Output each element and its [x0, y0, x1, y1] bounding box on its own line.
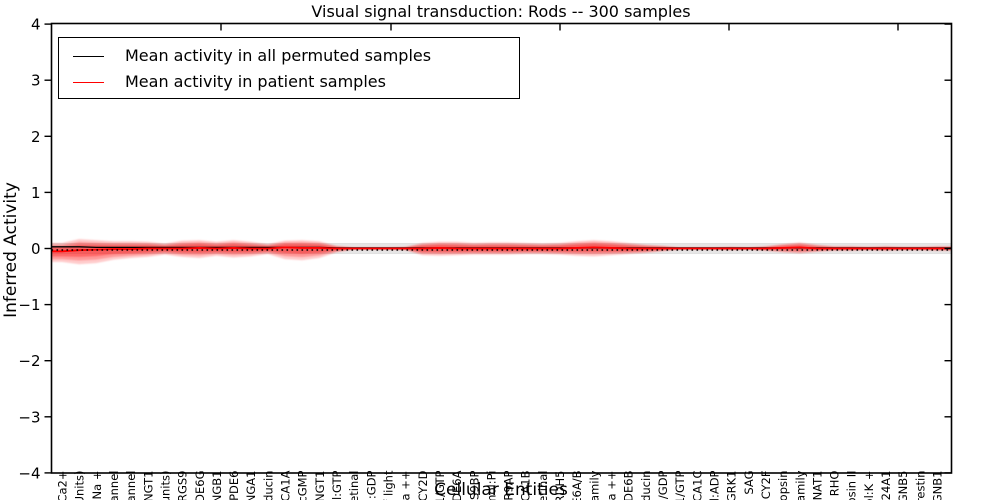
y-axis-label: Inferred Activity — [1, 182, 21, 318]
x-tick-label: absorption of light — [381, 470, 395, 500]
x-tick-label: GNAT1/GTP — [673, 470, 687, 500]
x-tick-label: PDE6A — [450, 470, 464, 500]
x-tick-label: mol:all-trans-retinal — [347, 471, 361, 500]
x-tick-label: mol:K + — [862, 471, 876, 500]
x-tick-label: RHO — [828, 471, 842, 497]
x-tick-label: GC2/GCAP Family — [793, 470, 807, 500]
x-tick-label: Metarhodopsin II/Transducin — [261, 471, 275, 500]
x-tick-label: PDE6G — [193, 471, 207, 500]
x-tick-label: SLC24A1 — [879, 471, 893, 500]
x-tick-label: CNGB1 — [210, 471, 224, 500]
x-tick-label: mol:Ca2+ — [56, 471, 70, 500]
y-tick-label: 3 — [31, 72, 41, 90]
x-tick-label: GNB5 — [896, 471, 910, 500]
y-tick-label: 4 — [31, 16, 41, 34]
legend: Mean activity in all permuted samples Me… — [58, 37, 520, 99]
x-tick-label: GRK1 — [725, 471, 739, 500]
x-tick-label: Metarhodopsin II/Arrestin — [913, 471, 927, 500]
y-tick-label: −1 — [18, 296, 40, 314]
x-tick-label: GUCA1C — [690, 471, 704, 500]
legend-label-patient: Mean activity in patient samples — [125, 72, 386, 91]
x-tick-label: mol:ADP — [707, 470, 721, 500]
x-tick-label: PDE6B — [622, 470, 636, 500]
x-tick-label: SAG — [742, 471, 756, 495]
x-tick-label: GCAP Family/Ca ++ — [605, 471, 619, 500]
x-tick-label: mol:Ca ++ — [399, 471, 413, 500]
x-tick-label: GUCY2D — [416, 470, 430, 500]
x-tick-label: Na + (4 Units) — [73, 471, 87, 500]
chart-title: Visual signal transduction: Rods -- 300 … — [311, 2, 691, 21]
x-axis-label: Cellular Entities — [434, 480, 568, 500]
mean-patient-line — [51, 246, 952, 253]
x-tick-label: GUCA1B — [519, 470, 533, 500]
y-tick-label: −3 — [18, 408, 40, 426]
y-tick-label: −2 — [18, 352, 40, 370]
x-tick-label: mol:11-cis-retinal — [536, 471, 550, 500]
legend-line-permuted-icon — [73, 55, 104, 57]
plot-content — [51, 238, 952, 265]
x-tick-label: mol:GTP — [330, 470, 344, 500]
y-tick-label: 2 — [31, 128, 41, 146]
legend-label-permuted: Mean activity in all permuted samples — [125, 46, 432, 65]
x-tick-label: CNG Channel — [107, 471, 121, 500]
legend-item: Mean activity in all permuted samples — [73, 43, 519, 69]
x-tick-label: PDE6G/GNAT1/GTP — [433, 470, 447, 500]
x-tick-label: mol:GDP — [364, 470, 378, 500]
x-tick-label: RGS9-1/Gbeta5/R9AP — [502, 470, 516, 500]
y-tick-label: 0 — [31, 240, 41, 258]
legend-line-patient-icon — [73, 81, 104, 83]
x-tick-label: CNGA1 — [244, 471, 258, 500]
x-tick-label: mol:GMP (4 units) — [158, 471, 172, 500]
x-tick-label: mol:Pi — [484, 471, 498, 500]
x-tick-label: GNB1 — [931, 471, 945, 500]
x-tick-label: GNGT1 — [141, 471, 155, 500]
x-tick-label: RGS9 — [176, 471, 190, 500]
x-tick-label: GC1/GCAP Family — [587, 470, 601, 500]
y-tick-label: −4 — [18, 464, 40, 482]
x-tick-label: mol:cGMP — [296, 470, 310, 500]
legend-item: Mean activity in patient samples — [73, 69, 519, 95]
x-tick-label: RDH5 — [553, 471, 567, 500]
x-tick-label: GUCA1A — [279, 470, 293, 500]
x-tick-label: cGMP/CNG Channel — [124, 471, 138, 500]
x-tick-label: Rhodopsin — [776, 471, 790, 500]
x-tick-label: GUCY2F — [759, 471, 773, 500]
x-tick-label: mol:Na + — [90, 471, 104, 500]
x-tick-label: GNB1/GNGT1 — [313, 471, 327, 500]
x-tick-label: Transducin — [639, 471, 653, 500]
x-tick-label: GNAT1 — [810, 471, 824, 500]
y-tick-label: 1 — [31, 184, 41, 202]
x-tick-label: PDE6A/B — [570, 470, 584, 500]
x-tick-label: GNAT1/GDP — [656, 470, 670, 500]
x-tick-label: RGS9BP — [467, 470, 481, 500]
x-tick-label: PDE6 — [227, 471, 241, 500]
x-tick-label: Metarhodopsin II — [845, 471, 859, 500]
